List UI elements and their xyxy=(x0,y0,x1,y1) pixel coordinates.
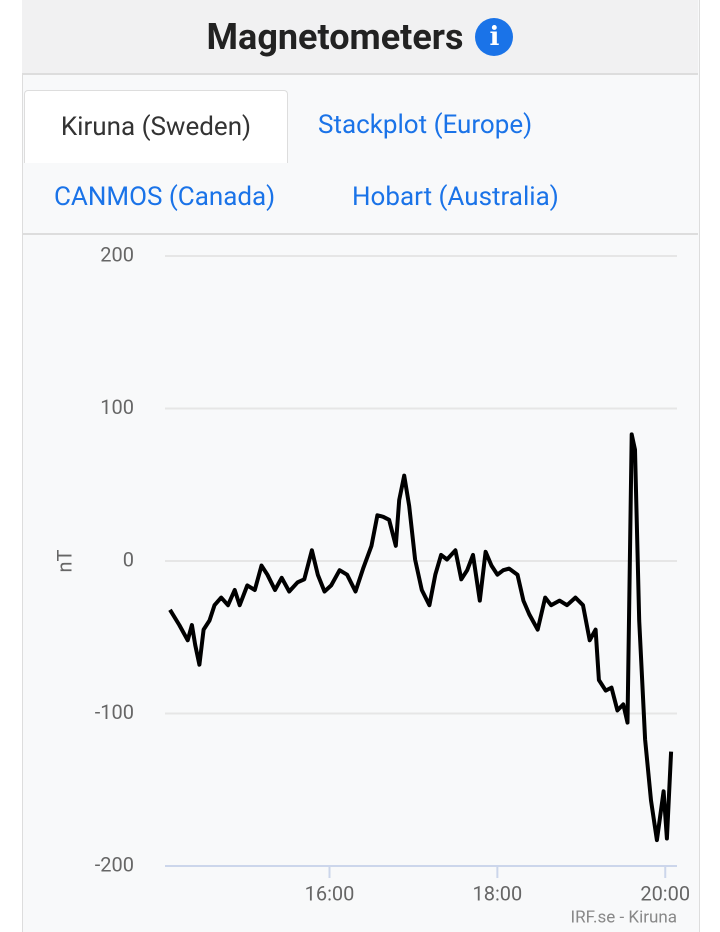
y-tick-label: 200 xyxy=(100,242,134,266)
y-tick-label: 100 xyxy=(100,395,134,419)
header: Magnetometers i xyxy=(22,0,698,75)
x-tick-label: 16:00 xyxy=(305,881,355,905)
x-tick-label: 18:00 xyxy=(472,881,522,905)
credits: IRF.se - Kiruna xyxy=(570,907,677,927)
tab[interactable]: Stackplot (Europe) xyxy=(318,110,533,140)
divider xyxy=(22,233,698,235)
tab[interactable]: CANMOS (Canada) xyxy=(54,182,276,212)
data-line xyxy=(168,432,674,843)
tab[interactable]: Hobart (Australia) xyxy=(352,182,559,212)
x-tick-label: 20:00 xyxy=(640,881,690,905)
y-tick-label: -100 xyxy=(95,700,134,724)
y-tick-label: 0 xyxy=(123,547,134,571)
info-icon[interactable]: i xyxy=(475,17,514,56)
tab-active[interactable]: Kiruna (Sweden) xyxy=(24,90,288,163)
y-axis-label: nT xyxy=(52,549,76,572)
chart: nT IRF.se - Kiruna -200 -100 0 100 200 16:00 1… xyxy=(52,242,690,927)
title: Magnetometers xyxy=(206,15,464,58)
y-tick-label: -200 xyxy=(95,852,134,876)
